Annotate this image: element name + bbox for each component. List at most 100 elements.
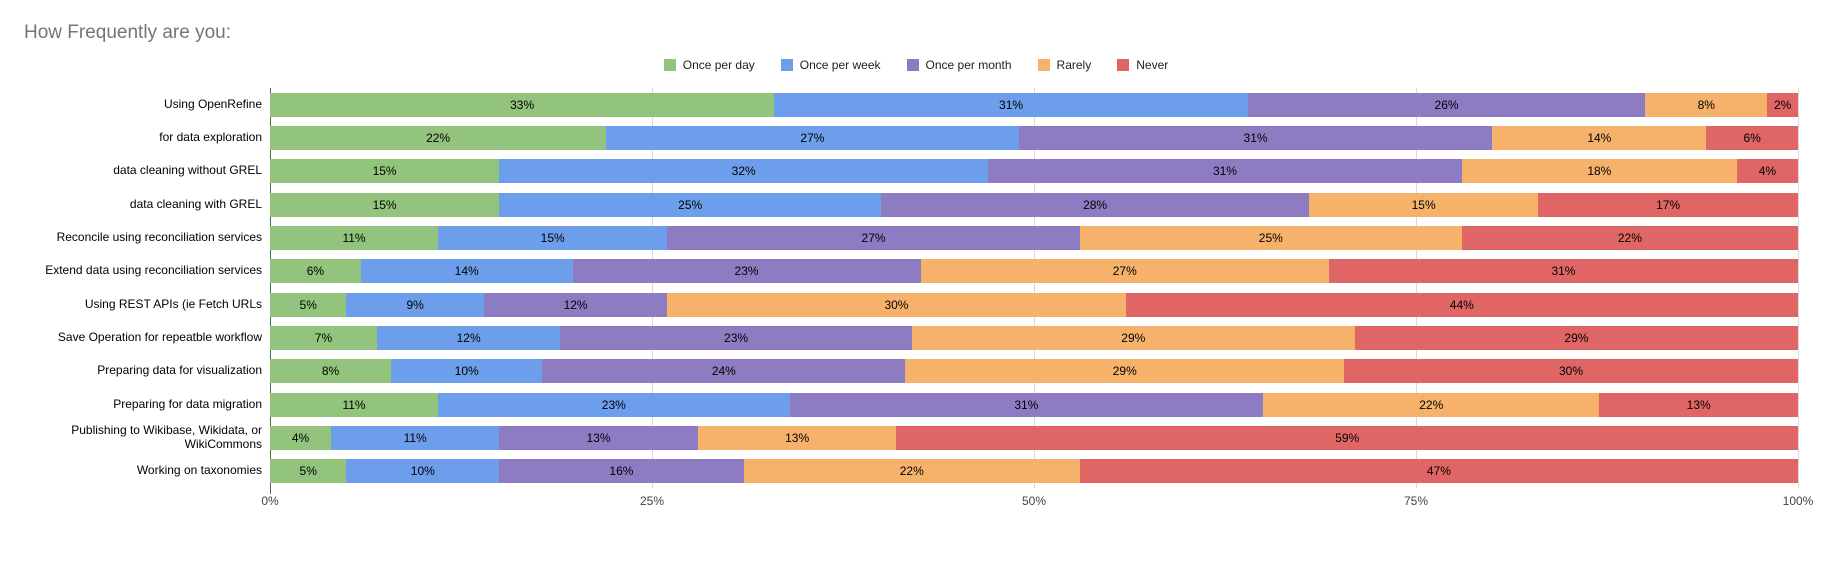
bar-row: Using OpenRefine 33% 31% 26% 8% 2%	[0, 88, 1832, 121]
bar-segment[interactable]: 11%	[270, 392, 439, 417]
legend-swatch-icon	[663, 59, 676, 71]
bar-segment[interactable]: 12%	[376, 325, 561, 350]
bar-segment[interactable]: 13%	[697, 425, 897, 450]
legend-label: Rarely	[1056, 58, 1092, 72]
bar-segment[interactable]: 29%	[911, 325, 1355, 350]
category-label: Preparing data for visualization	[97, 363, 262, 378]
segment-value-label: 23%	[734, 264, 759, 279]
chart-title: How Frequently are you:	[24, 22, 231, 43]
bar-segment[interactable]: 8%	[1645, 92, 1768, 117]
bar-segment[interactable]: 47%	[1079, 459, 1798, 484]
legend-swatch-icon	[780, 59, 793, 71]
bar-track: 22% 27% 31% 14% 6%	[270, 125, 1798, 150]
bar-segment[interactable]: 5%	[270, 292, 347, 317]
bar-segment[interactable]: 22%	[743, 459, 1080, 484]
bar-segment[interactable]: 11%	[331, 425, 500, 450]
bar-segment[interactable]: 14%	[1492, 125, 1707, 150]
bar-segment[interactable]: 31%	[774, 92, 1248, 117]
segment-value-label: 13%	[785, 430, 810, 445]
bar-segment[interactable]: 22%	[1263, 392, 1600, 417]
stacked-bar-chart: Using OpenRefine 33% 31% 26% 8% 2% for data ex…	[0, 88, 1832, 494]
segment-value-label: 31%	[1212, 164, 1237, 179]
bar-segment[interactable]: 31%	[1328, 259, 1798, 284]
bar-segment[interactable]: 9%	[346, 292, 484, 317]
bar-segment[interactable]: 44%	[1125, 292, 1798, 317]
segment-value-label: 47%	[1426, 464, 1451, 479]
bar-segment[interactable]: 18%	[1461, 159, 1737, 184]
plot-gridlines	[270, 88, 1799, 494]
bar-segment[interactable]: 22%	[1461, 225, 1798, 250]
bar-segment[interactable]: 14%	[360, 259, 573, 284]
bar-segment[interactable]: 23%	[572, 259, 921, 284]
segment-value-label: 11%	[342, 397, 366, 412]
segment-value-label: 11%	[403, 430, 427, 445]
bar-segment[interactable]: 25%	[1079, 225, 1462, 250]
segment-value-label: 5%	[299, 464, 317, 479]
bar-segment[interactable]: 5%	[270, 459, 347, 484]
bar-segment[interactable]: 11%	[270, 225, 439, 250]
segment-value-label: 6%	[306, 264, 325, 279]
bar-segment[interactable]: 10%	[346, 459, 500, 484]
segment-value-label: 31%	[1014, 397, 1039, 412]
bar-segment[interactable]: 10%	[391, 359, 543, 384]
bar-segment[interactable]: 31%	[1018, 125, 1493, 150]
bar-segment[interactable]: 31%	[988, 159, 1462, 184]
bar-segment[interactable]: 15%	[270, 159, 500, 184]
bar-track: 33% 31% 26% 8% 2%	[270, 92, 1798, 117]
bar-segment[interactable]: 22%	[270, 125, 607, 150]
bar-segment[interactable]: 7%	[270, 325, 377, 350]
legend-item-once-per-month[interactable]: Once per month	[906, 58, 1012, 72]
bar-segment[interactable]: 29%	[905, 359, 1345, 384]
bar-segment[interactable]: 25%	[499, 192, 882, 217]
bar-segment[interactable]: 15%	[438, 225, 668, 250]
bar-segment[interactable]: 30%	[1344, 359, 1798, 384]
bar-segment[interactable]: 6%	[270, 259, 361, 284]
segment-value-label: 28%	[1083, 197, 1108, 212]
bar-segment[interactable]: 59%	[896, 425, 1798, 450]
bar-segment[interactable]: 27%	[606, 125, 1019, 150]
segment-value-label: 29%	[1112, 364, 1137, 379]
bar-segment[interactable]: 16%	[499, 459, 744, 484]
bar-segment[interactable]: 13%	[499, 425, 698, 450]
bar-segment[interactable]: 15%	[270, 192, 500, 217]
segment-value-label: 29%	[1121, 330, 1146, 345]
bar-row: Save Operation for repeatble workflow 7% 1…	[0, 321, 1832, 354]
bar-track: 5% 10% 16% 22% 47%	[270, 459, 1798, 484]
bar-segment[interactable]: 23%	[438, 392, 790, 417]
bar-segment[interactable]: 27%	[920, 259, 1329, 284]
bar-segment[interactable]: 4%	[1736, 159, 1798, 184]
segment-value-label: 26%	[1434, 97, 1459, 112]
bar-segment[interactable]: 17%	[1538, 192, 1798, 217]
bar-segment[interactable]: 31%	[789, 392, 1264, 417]
bar-row: Publishing to Wikibase, Wikidata, or Wik…	[0, 421, 1832, 454]
bar-segment[interactable]: 33%	[270, 92, 775, 117]
bar-segment[interactable]: 2%	[1767, 92, 1798, 117]
bar-segment[interactable]: 8%	[270, 359, 392, 384]
legend-item-rarely[interactable]: Rarely	[1037, 58, 1092, 72]
bar-segment[interactable]: 27%	[667, 225, 1080, 250]
category-label: Using OpenRefine	[163, 96, 262, 111]
segment-value-label: 14%	[454, 264, 479, 279]
bar-segment[interactable]: 26%	[1247, 92, 1646, 117]
bar-segment[interactable]: 4%	[270, 425, 332, 450]
legend-item-once-per-week[interactable]: Once per week	[780, 58, 881, 72]
segment-value-label: 31%	[1243, 130, 1268, 145]
bar-segment[interactable]: 12%	[483, 292, 668, 317]
legend-item-once-per-day[interactable]: Once per day	[663, 58, 755, 72]
bar-segment[interactable]: 29%	[1354, 325, 1798, 350]
bar-segment[interactable]: 15%	[1309, 192, 1539, 217]
bar-segment[interactable]: 13%	[1599, 392, 1798, 417]
bar-segment[interactable]: 23%	[560, 325, 912, 350]
bar-segment[interactable]: 24%	[542, 359, 906, 384]
bar-row: Extend data using reconciliation service…	[0, 255, 1832, 288]
category-label: Reconcile using reconciliation services	[56, 230, 262, 245]
bar-segment[interactable]: 6%	[1706, 125, 1798, 150]
gridline	[652, 88, 653, 488]
legend-item-never[interactable]: Never	[1117, 58, 1168, 72]
bar-segment[interactable]: 30%	[667, 292, 1126, 317]
category-label: Save Operation for repeatble workflow	[57, 330, 262, 345]
segment-value-label: 31%	[1551, 264, 1576, 279]
bar-segment[interactable]: 32%	[499, 159, 989, 184]
segment-value-label: 27%	[861, 230, 886, 245]
bar-segment[interactable]: 28%	[881, 192, 1310, 217]
